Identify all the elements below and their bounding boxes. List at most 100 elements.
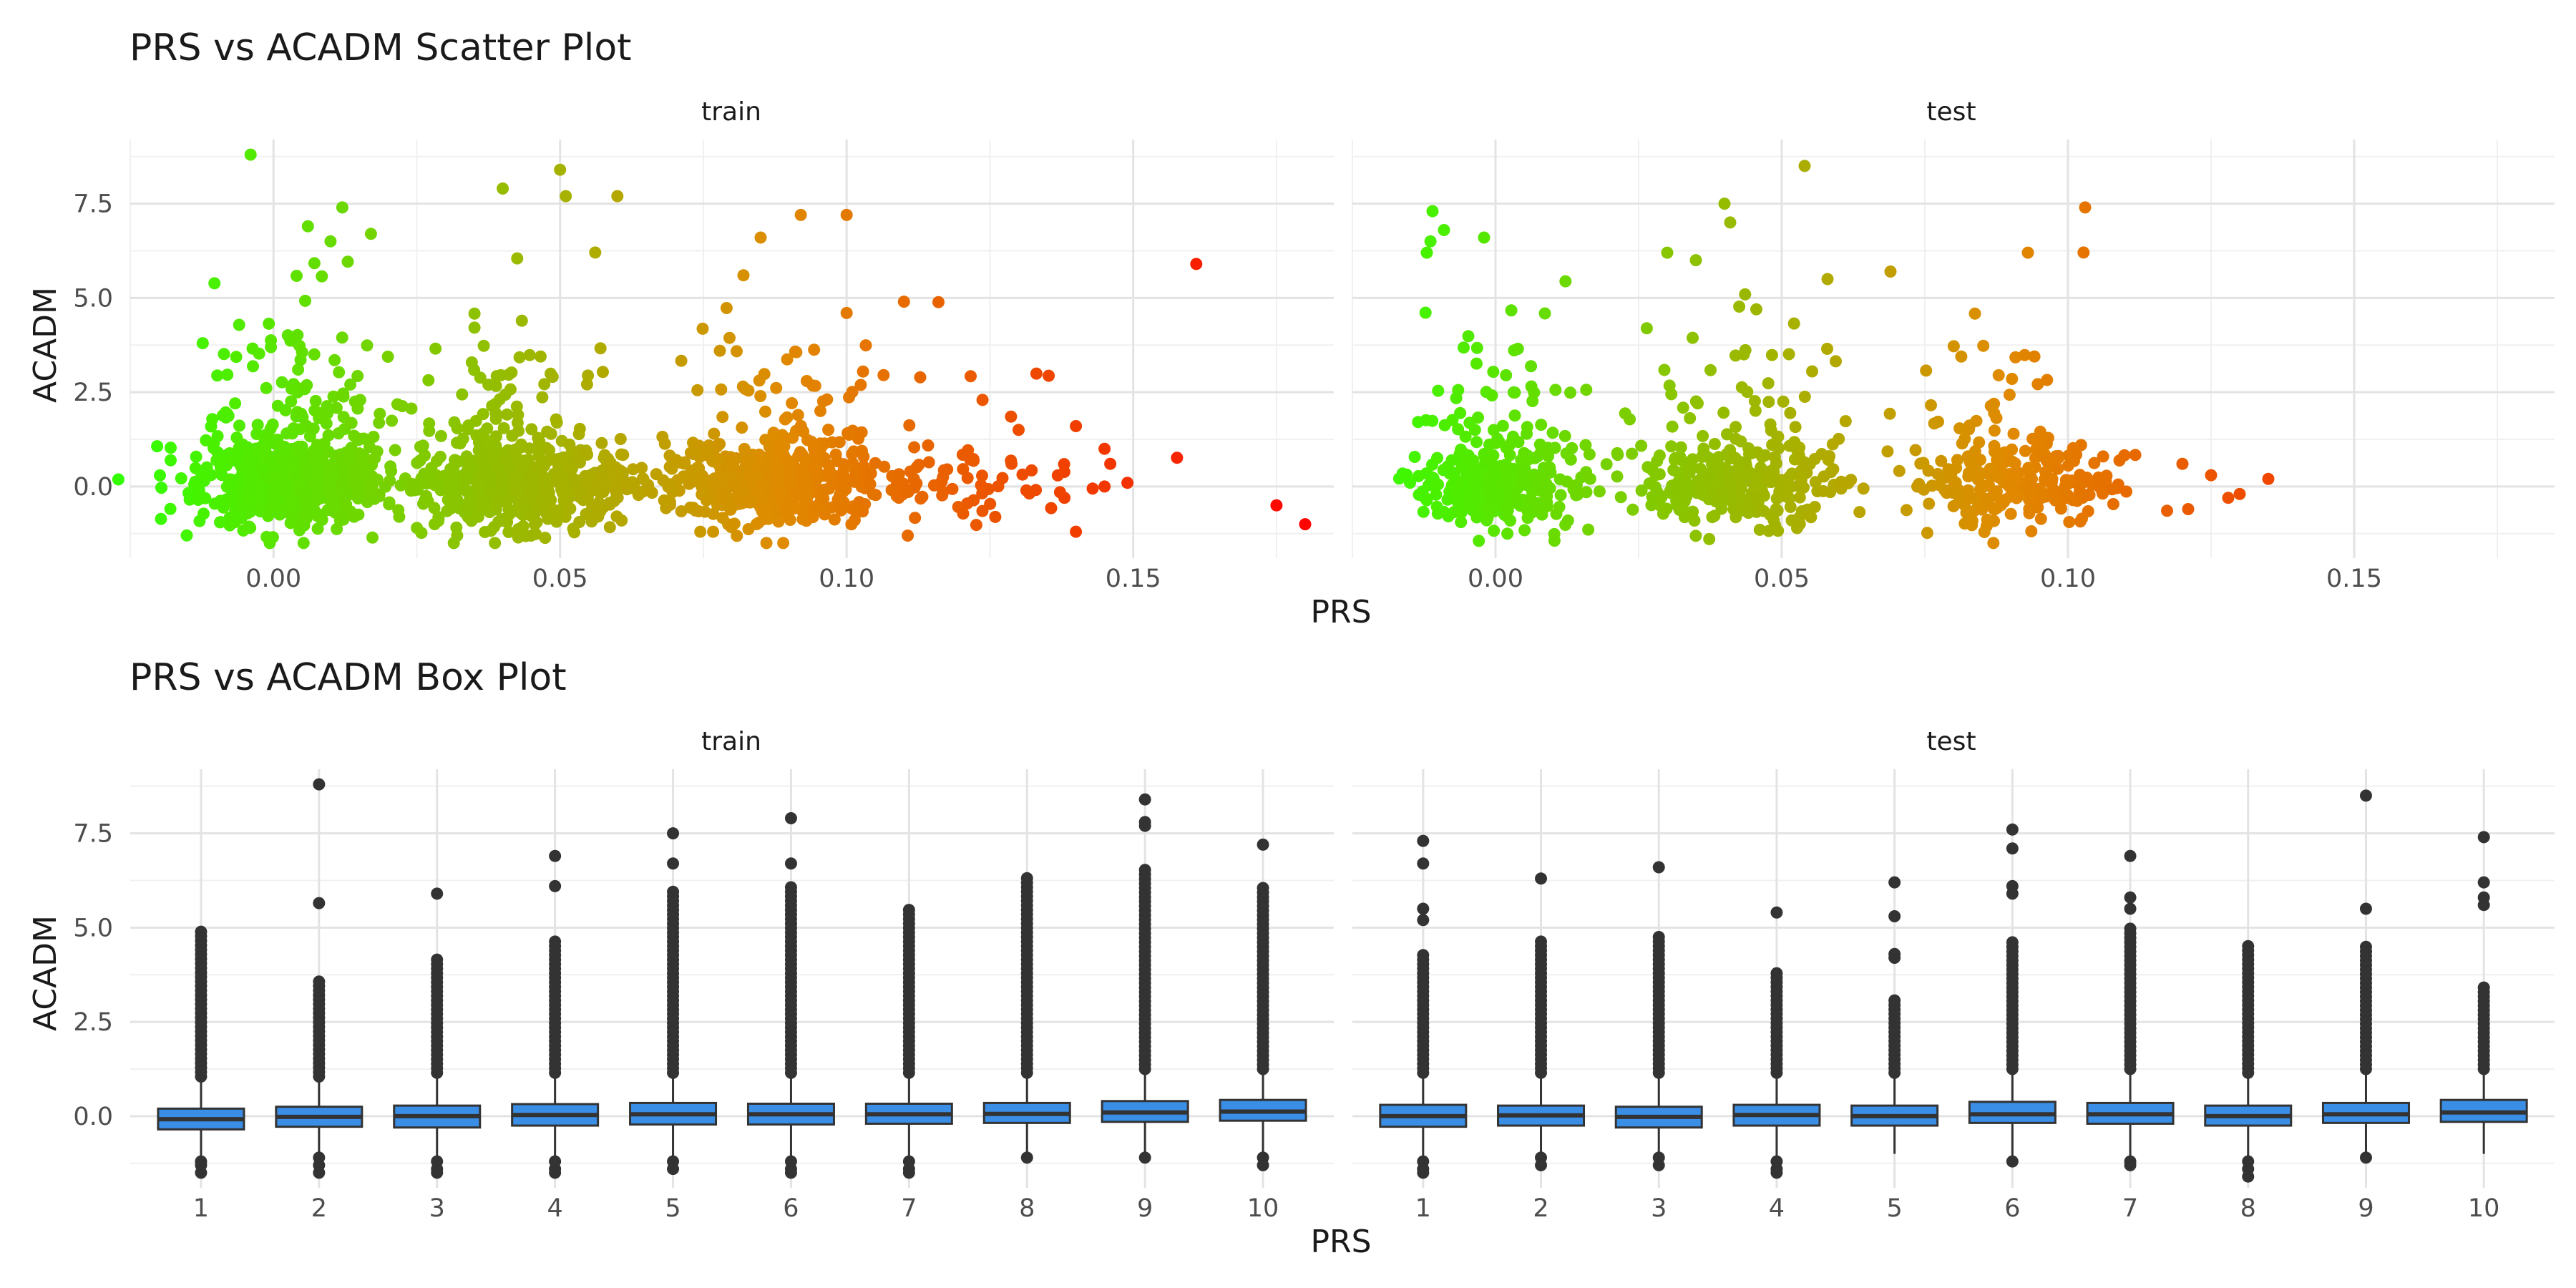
- scatter-point: [497, 476, 509, 489]
- scatter-point: [1857, 482, 1870, 495]
- scatter-point: [731, 345, 743, 358]
- scatter-point: [1708, 509, 1721, 522]
- box-outlier: [1535, 935, 1548, 948]
- scatter-point: [1984, 462, 1996, 475]
- box-outlier: [784, 881, 797, 894]
- scatter-point: [1946, 487, 1959, 499]
- scatter-point: [760, 506, 773, 519]
- scatter-point: [846, 448, 859, 460]
- scatter-point: [1190, 258, 1203, 270]
- scatter-point: [1771, 430, 1784, 443]
- scatter-point: [233, 419, 245, 432]
- scatter-point: [1955, 350, 1968, 363]
- x-tick-label: 0.00: [1468, 565, 1523, 593]
- scatter-point: [976, 504, 989, 517]
- scatter-point: [366, 531, 379, 544]
- scatter-point: [1005, 454, 1018, 467]
- box-outlier: [1257, 838, 1269, 851]
- scatter-point: [2073, 484, 2086, 497]
- box-outlier: [2359, 902, 2372, 915]
- scatter-point: [1821, 273, 1834, 286]
- scatter-point: [713, 344, 726, 357]
- scatter-point: [962, 444, 975, 457]
- scatter-point: [2043, 475, 2056, 488]
- scatter-point: [545, 427, 557, 440]
- scatter-point: [597, 366, 609, 379]
- scatter-point: [2007, 427, 2020, 440]
- scatter-point: [1963, 419, 1976, 432]
- scatter-point: [532, 441, 545, 454]
- scatter-point: [513, 351, 526, 364]
- scatter-point: [1675, 454, 1688, 467]
- scatter-point: [714, 480, 727, 493]
- scatter-point: [1791, 522, 1803, 535]
- y-tick-label: 2.5: [73, 379, 113, 407]
- scatter-point: [1070, 420, 1083, 432]
- scatter-point: [1542, 450, 1555, 462]
- scatter-point: [1661, 246, 1674, 259]
- scatter-point: [1485, 474, 1498, 487]
- scatter-point: [2129, 449, 2142, 462]
- scatter-point: [1730, 464, 1743, 477]
- scatter-point: [1689, 254, 1702, 267]
- scatter-point: [1501, 527, 1514, 540]
- scatter-point: [1104, 457, 1117, 470]
- scatter-point: [580, 378, 593, 391]
- scatter-point: [1974, 454, 1986, 467]
- scatter-point: [295, 444, 308, 457]
- scatter-point: [1600, 458, 1613, 471]
- scatter-point: [781, 353, 794, 366]
- scatter-point: [1548, 441, 1561, 454]
- scatter-point: [322, 445, 335, 458]
- box-outlier: [1138, 864, 1151, 877]
- scatter-point: [834, 489, 847, 502]
- scatter-point: [536, 391, 549, 404]
- scatter-point: [1789, 421, 1802, 434]
- scatter-point: [2182, 503, 2195, 515]
- scatter-point: [558, 453, 571, 466]
- scatter-point: [650, 468, 663, 481]
- box-outlier: [2006, 936, 2019, 949]
- scatter-panel-train: 0.0 2.5 5.0 7.5 0.00 0.05 0.10 0.15: [73, 140, 1334, 593]
- scatter-point: [1787, 317, 1800, 330]
- scatter-point: [182, 487, 195, 499]
- scatter-point: [509, 450, 522, 462]
- scatter-point: [611, 190, 624, 203]
- scatter-point: [843, 429, 855, 441]
- scatter-point: [1641, 461, 1654, 474]
- y-tick-label: 7.5: [73, 820, 113, 849]
- scatter-point: [855, 426, 868, 439]
- scatter-point: [253, 347, 265, 360]
- scatter-point: [345, 416, 358, 429]
- scatter-point: [1988, 503, 2001, 516]
- scatter-point: [819, 508, 831, 521]
- scatter-point: [1784, 501, 1797, 513]
- scatter-point: [490, 463, 503, 476]
- scatter-point: [251, 483, 264, 496]
- scatter-point: [1043, 369, 1055, 382]
- scatter-point: [497, 182, 509, 195]
- scatter-point: [218, 348, 230, 361]
- scatter-point: [1543, 461, 1556, 474]
- scatter-point: [1792, 449, 1805, 462]
- scatter-point: [1558, 429, 1571, 442]
- scatter-point: [154, 469, 166, 482]
- scatter-point: [1511, 497, 1523, 509]
- scatter-point: [731, 530, 743, 542]
- scatter-point: [226, 496, 239, 509]
- scatter-point: [214, 494, 227, 507]
- scatter-point: [546, 371, 559, 384]
- scatter-point: [301, 220, 314, 233]
- scatter-point: [2076, 512, 2088, 525]
- scatter-point: [941, 463, 954, 476]
- box-strip-test: test: [1926, 727, 1976, 756]
- scatter-point: [1984, 399, 1997, 412]
- scatter-point: [1676, 501, 1689, 514]
- scatter-point: [1521, 421, 1533, 434]
- scatter-point: [845, 518, 858, 531]
- scatter-point: [2092, 471, 2105, 484]
- scatter-point: [550, 413, 562, 426]
- scatter-point: [1626, 447, 1639, 460]
- box-outlier: [1770, 967, 1783, 980]
- scatter-point: [1649, 469, 1662, 482]
